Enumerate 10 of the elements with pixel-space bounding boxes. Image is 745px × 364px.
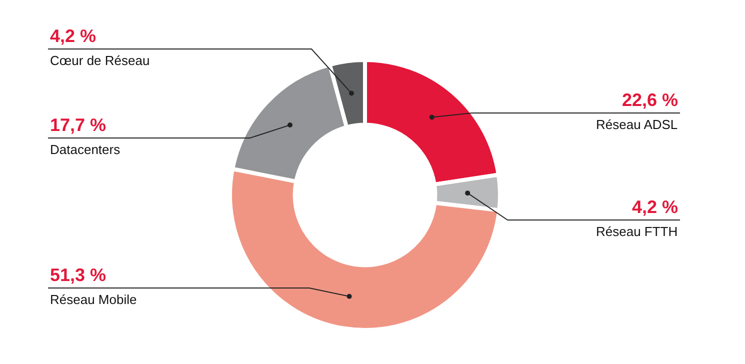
slice-label: Cœur de Réseau — [50, 53, 150, 68]
data-label: 4,2 % — [50, 26, 96, 46]
slice-label: Réseau ADSL — [596, 117, 678, 132]
data-label: 22,6 % — [622, 90, 678, 110]
data-label: 4,2 % — [632, 197, 678, 217]
data-label: 51,3 % — [50, 265, 106, 285]
slice-label: Réseau Mobile — [50, 292, 137, 307]
data-label: 17,7 % — [50, 115, 106, 135]
slice-label: Datacenters — [50, 142, 121, 157]
slice-label: Réseau FTTH — [596, 224, 678, 239]
